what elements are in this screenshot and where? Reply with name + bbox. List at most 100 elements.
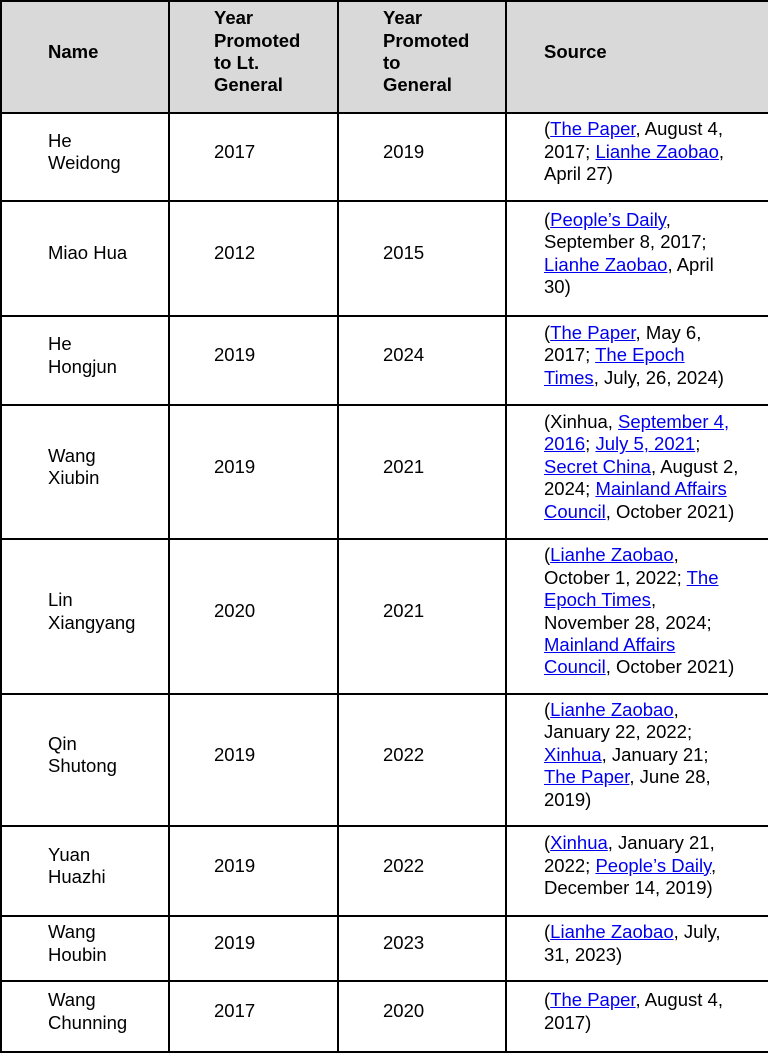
source-link[interactable]: Secret China	[544, 455, 651, 477]
lt-general-year-cell: 2020	[168, 538, 339, 695]
source-link[interactable]: July 5, 2021	[595, 433, 696, 455]
source-text: , January 22, 2022;	[544, 699, 693, 743]
general-year-cell: 2020	[337, 980, 507, 1053]
source-cell: (Lianhe Zaobao, January 22, 2022; Xinhua…	[505, 692, 768, 828]
name-cell: Yuan Huazhi	[0, 825, 170, 918]
name-cell: Wang Chunning	[0, 980, 170, 1053]
source-cell: (The Paper, August 4, 2017)	[505, 980, 768, 1053]
source-link[interactable]: The Paper	[550, 321, 636, 343]
name-cell: Wang Xiubin	[0, 404, 170, 540]
source-link[interactable]: Lianhe Zaobao	[595, 140, 719, 162]
general-year-cell: 2022	[337, 825, 507, 918]
source-link[interactable]: Mainland Affairs Council	[544, 633, 676, 678]
source-text: , April 30)	[544, 253, 714, 297]
source-link[interactable]: Xinhua	[550, 832, 608, 854]
table-row: Qin Shutong 2019 2022 (Lianhe Zaobao, Janua…	[0, 692, 768, 828]
table-row: He Hongjun 2019 2024 (The Paper, May 6, 201…	[0, 315, 768, 406]
general-year-cell: 2021	[337, 538, 507, 695]
lt-general-year-cell: 2019	[168, 915, 339, 983]
source-text: , January 21;	[601, 743, 709, 765]
source-cell: (The Paper, August 4, 2017; Lianhe Zaoba…	[505, 112, 768, 202]
column-header-source: Source	[505, 0, 768, 114]
name-cell: Miao Hua	[0, 200, 170, 317]
lt-general-year-cell: 2017	[168, 112, 339, 202]
table-row: Wang Houbin 2019 2023 (Lianhe Zaobao, July,…	[0, 915, 768, 983]
general-year-cell: 2023	[337, 915, 507, 983]
source-link[interactable]: The Paper	[544, 766, 630, 788]
source-text: (Xinhua,	[544, 410, 619, 432]
name-cell: Wang Houbin	[0, 915, 170, 983]
source-link[interactable]: People’s Daily	[595, 854, 711, 876]
source-link[interactable]: Lianhe Zaobao	[550, 699, 674, 720]
lt-general-year-cell: 2019	[168, 825, 339, 918]
general-year-cell: 2022	[337, 692, 507, 828]
source-link[interactable]: Xinhua	[544, 743, 602, 765]
source-link[interactable]: Mainland Affairs Council	[544, 478, 727, 522]
source-text: (	[544, 699, 551, 720]
lt-general-year-cell: 2019	[168, 692, 339, 828]
source-link[interactable]: The Epoch Times	[544, 344, 685, 388]
source-text: , October 2021)	[605, 500, 735, 522]
table-row: He Weidong 2017 2019 (The Paper, August 4, …	[0, 112, 768, 202]
source-text: , May 6, 2017;	[544, 321, 702, 366]
lt-general-year-cell: 2019	[168, 315, 339, 406]
name-cell: Qin Shutong	[0, 692, 170, 828]
source-cell: (Xinhua, January 21, 2022; People’s Dail…	[505, 825, 768, 918]
source-cell: (People’s Daily, September 8, 2017; Lian…	[505, 200, 768, 317]
source-text: , October 1, 2022;	[544, 544, 682, 588]
general-year-cell: 2021	[337, 404, 507, 540]
source-text: , April 27)	[544, 140, 725, 185]
source-text: , July, 26, 2024)	[593, 366, 724, 388]
column-header-year-general: Year Promoted to General	[337, 0, 507, 114]
source-link[interactable]: The Paper	[550, 118, 636, 140]
name-cell: He Weidong	[0, 112, 170, 202]
source-text: (	[544, 832, 551, 854]
table-row: Wang Chunning 2017 2020 (The Paper, August …	[0, 980, 768, 1053]
source-text: , January 21, 2022;	[544, 832, 715, 876]
general-year-cell: 2024	[337, 315, 507, 406]
source-text: , September 8, 2017;	[544, 208, 707, 253]
source-text: , October 2021)	[605, 656, 735, 678]
source-text: (	[544, 118, 551, 140]
table-header: Name Year Promoted to Lt. General Year P…	[0, 0, 768, 114]
source-text: , November 28, 2024;	[544, 589, 712, 633]
source-text: (	[544, 321, 551, 343]
table-row: Wang Xiubin 2019 2021 (Xinhua, September 4,…	[0, 404, 768, 540]
source-text: (	[544, 921, 551, 943]
source-cell: (Lianhe Zaobao, October 1, 2022; The Epo…	[505, 538, 768, 695]
name-cell: He Hongjun	[0, 315, 170, 406]
source-text: (	[544, 989, 551, 1011]
lt-general-year-cell: 2019	[168, 404, 339, 540]
source-text: , August 4, 2017)	[544, 989, 723, 1033]
source-text: ;	[585, 433, 596, 455]
source-cell: (The Paper, May 6, 2017; The Epoch Times…	[505, 315, 768, 406]
table-row: Yuan Huazhi 2019 2022 (Xinhua, January 21, …	[0, 825, 768, 918]
source-text: , June 28, 2019)	[544, 766, 711, 810]
source-cell: (Lianhe Zaobao, July, 31, 2023)	[505, 915, 768, 983]
source-link[interactable]: Lianhe Zaobao	[550, 921, 674, 943]
general-year-cell: 2015	[337, 200, 507, 317]
source-cell: (Xinhua, September 4, 2016; July 5, 2021…	[505, 404, 768, 540]
table-body: He Weidong 2017 2019 (The Paper, August 4, …	[0, 112, 768, 1053]
general-year-cell: 2019	[337, 112, 507, 202]
source-text: , August 2, 2024;	[544, 455, 739, 500]
column-header-name: Name	[0, 0, 170, 114]
name-cell: Lin Xiangyang	[0, 538, 170, 695]
lt-general-year-cell: 2017	[168, 980, 339, 1053]
source-link[interactable]: Lianhe Zaobao	[544, 253, 668, 275]
source-text: (	[544, 208, 551, 230]
source-link[interactable]: September 4, 2016	[544, 410, 730, 455]
source-link[interactable]: Lianhe Zaobao	[550, 544, 674, 566]
table-row: Lin Xiangyang 2020 2021 (Lianhe Zaobao, Oct…	[0, 538, 768, 695]
source-link[interactable]: The Epoch Times	[544, 566, 719, 611]
column-header-year-lt-general: Year Promoted to Lt. General	[168, 0, 339, 114]
source-text: ;	[695, 433, 701, 455]
source-text: (	[544, 544, 551, 566]
source-text: , December 14, 2019)	[544, 854, 717, 899]
lt-general-year-cell: 2012	[168, 200, 339, 317]
source-text: , August 4, 2017;	[544, 118, 723, 162]
source-link[interactable]: People’s Daily	[550, 208, 666, 230]
source-link[interactable]: The Paper	[550, 989, 636, 1011]
